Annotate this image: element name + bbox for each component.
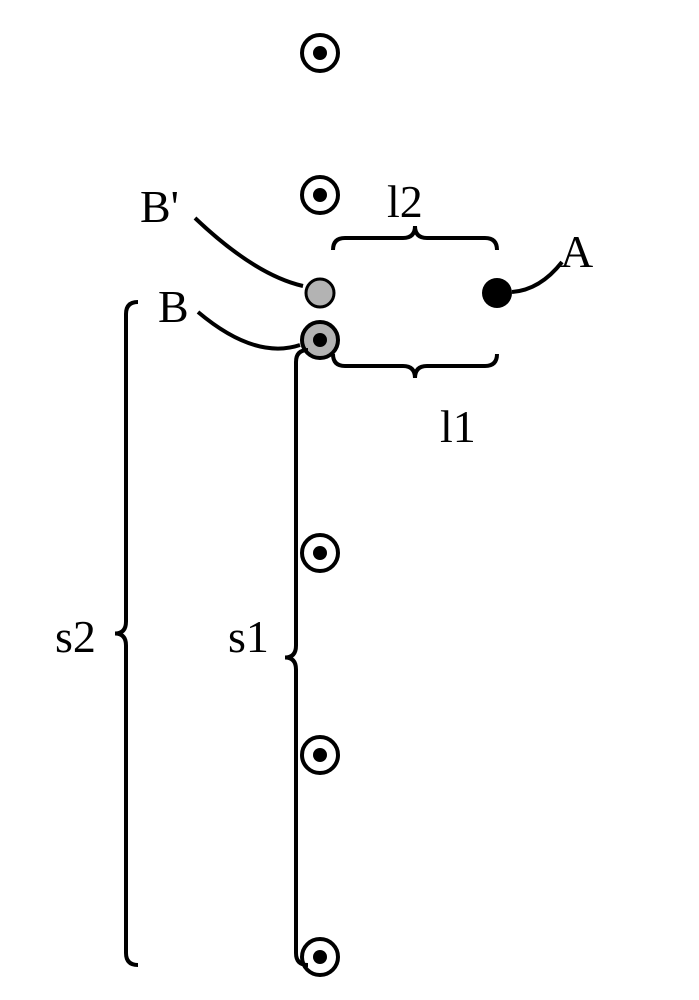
label-s1: s1 — [228, 610, 269, 663]
brace-l2 — [333, 226, 497, 250]
label-s2: s2 — [55, 610, 96, 663]
label-b: B — [158, 280, 189, 333]
leader-b — [198, 312, 300, 349]
dot-a — [482, 278, 512, 308]
outline-dot-center — [313, 46, 327, 60]
brace-s1 — [285, 350, 308, 965]
brace-l1 — [333, 354, 497, 378]
diagram-canvas — [0, 0, 699, 1000]
outline-dot-center — [313, 950, 327, 964]
outline-dot-center — [313, 748, 327, 762]
brace-s2 — [115, 302, 138, 965]
label-a: A — [560, 225, 593, 278]
outline-dot-center — [313, 546, 327, 560]
leader-a — [512, 262, 562, 292]
label-l1: l1 — [440, 400, 476, 453]
dot-b-center — [313, 333, 327, 347]
label-b-prime: B' — [140, 180, 179, 233]
outline-dot-center — [313, 188, 327, 202]
leader-b-prime — [195, 218, 303, 286]
dot-b-prime — [306, 279, 334, 307]
label-l2: l2 — [387, 175, 423, 228]
